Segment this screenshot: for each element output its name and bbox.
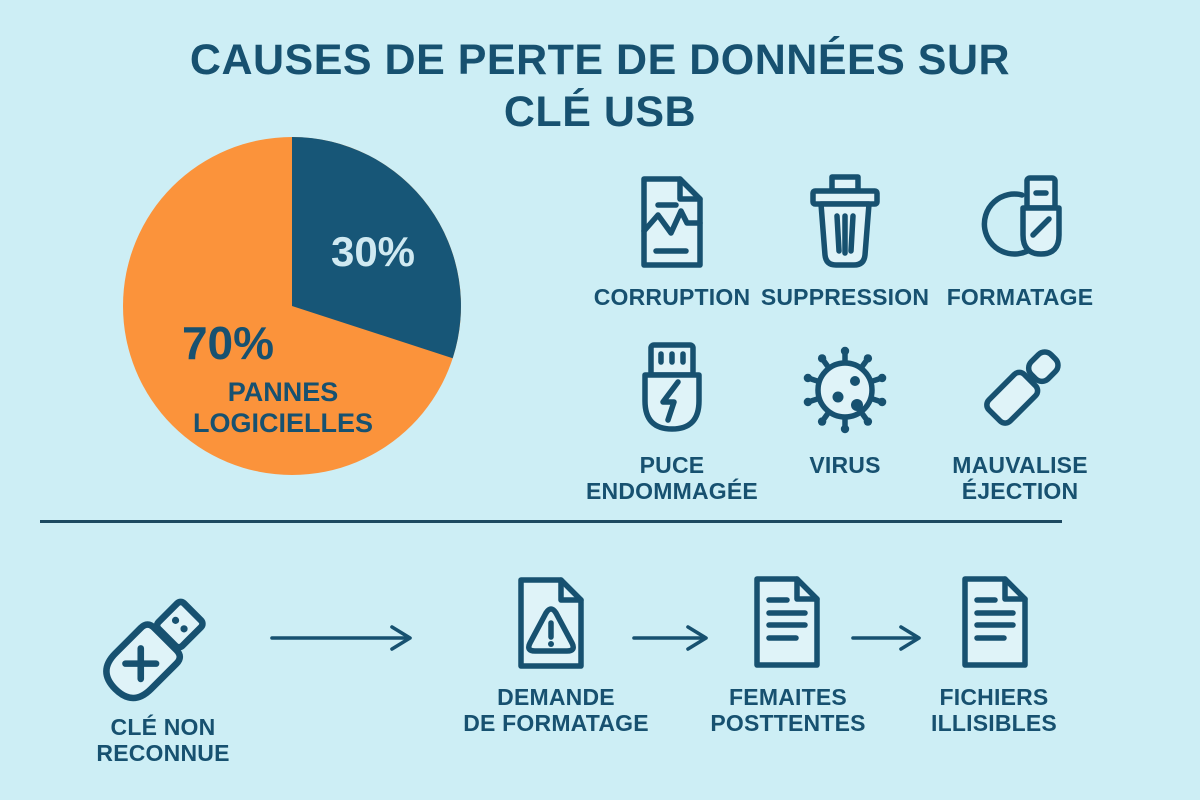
- document-lines-icon: [962, 576, 1028, 668]
- flow-arrow-3: [851, 622, 923, 659]
- section-divider: [40, 520, 1062, 523]
- cause-label: MAUVALISE: [952, 452, 1088, 478]
- document-lines-icon: [754, 576, 820, 668]
- title-line-1: CAUSES DE PERTE DE DONNÉES SUR: [189, 36, 1011, 84]
- flow-step-demande-formatage: [513, 575, 589, 671]
- arrow-right-icon: [851, 625, 921, 651]
- cause-label: VIRUS: [809, 452, 881, 478]
- document-warning-icon: [518, 577, 584, 669]
- cause-corruption: CORRUPTION: [577, 170, 767, 310]
- cause-puce-endommagee: PUCE ENDOMMAGÉE: [577, 338, 767, 504]
- corrupted-file-icon: [641, 176, 703, 268]
- cause-label: SUPPRESSION: [760, 284, 930, 310]
- pie-slice-30pct: [292, 137, 461, 359]
- flow-step-fichiers-illisibles: [957, 574, 1033, 670]
- cause-label: FORMATAGE: [946, 284, 1094, 310]
- cause-mauvaise-ejection: MAUVALISE ÉJECTION: [925, 338, 1115, 504]
- flow-step-cle-non-reconnue: [92, 584, 212, 710]
- flow-arrow-2: [632, 622, 710, 659]
- pie-value-label-30: 30%: [330, 228, 416, 275]
- page-title: CAUSES DE PERTE DE DONNÉES SUR CLÉ USB: [0, 34, 1200, 138]
- pie-chart-svg: [123, 137, 461, 475]
- flow-step-femaites: [749, 574, 825, 670]
- usb-format-icon: [981, 175, 1062, 257]
- trash-icon: [810, 174, 880, 268]
- virus-icon: [803, 346, 887, 434]
- flow-label-fichiers-illisibles: FICHIERS ILLISIBLES: [931, 684, 1057, 736]
- flow-label-demande-formatage: DEMANDE DE FORMATAGE: [463, 684, 649, 736]
- cause-label: PUCE: [639, 452, 705, 478]
- usb-ejected-icon: [984, 349, 1061, 426]
- flow-label-cle-non-reconnue: CLÉ NON RECONNUE: [96, 714, 230, 766]
- arrow-right-icon: [632, 625, 708, 651]
- cause-virus: VIRUS: [750, 338, 940, 478]
- arrow-right-icon: [270, 625, 412, 651]
- pie-value-label-70: 70%: [181, 317, 275, 369]
- pie-chart: 30% 70% PANNES LOGICIELLES: [121, 135, 463, 477]
- usb-bolt-icon: [642, 342, 702, 432]
- cause-label: CORRUPTION: [593, 284, 751, 310]
- pie-slice-label: PANNES LOGICIELLES: [192, 377, 374, 438]
- cause-suppression: SUPPRESSION: [750, 170, 940, 310]
- usb-x-icon: [103, 598, 206, 702]
- title-line-2: CLÉ USB: [503, 88, 697, 136]
- flow-arrow-1: [270, 622, 414, 659]
- cause-formatage: FORMATAGE: [925, 170, 1115, 310]
- flow-label-femaites: FEMAITES POSTTENTES: [710, 684, 866, 736]
